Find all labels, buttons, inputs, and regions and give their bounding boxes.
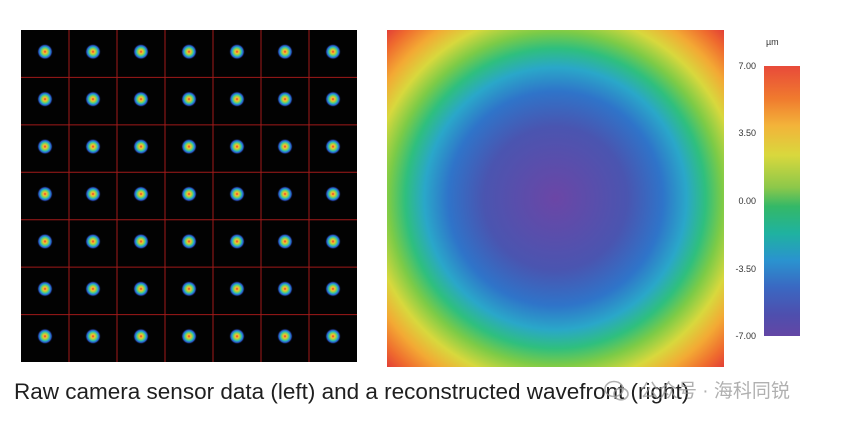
colorbar-gradient xyxy=(764,66,800,336)
sensor-spot xyxy=(325,328,341,345)
sensor-spot xyxy=(85,91,101,108)
sensor-spot xyxy=(277,328,293,345)
colorbar-tick-max: 7.00 xyxy=(738,61,756,71)
sensor-spot xyxy=(181,233,197,250)
sensor-spot xyxy=(181,43,197,60)
sensor-spot xyxy=(37,138,53,155)
sensor-spot xyxy=(133,186,149,202)
sensor-spot-grid-image xyxy=(21,30,357,362)
sensor-spot xyxy=(133,91,149,108)
colorbar-tick-zero: 0.00 xyxy=(738,196,756,206)
sensor-spot xyxy=(181,138,197,155)
sensor-spot xyxy=(325,138,341,155)
colorbar-tick-min: -7.00 xyxy=(735,331,756,341)
spot-grid-svg xyxy=(21,30,357,362)
sensor-spot xyxy=(325,186,341,202)
sensor-spot xyxy=(85,233,101,250)
sensor-spot xyxy=(277,91,293,108)
sensor-spot xyxy=(229,233,245,250)
colorbar-tick-upper: 3.50 xyxy=(738,128,756,138)
sensor-spot xyxy=(229,328,245,345)
sensor-spot xyxy=(37,186,53,202)
sensor-spot xyxy=(229,280,245,297)
sensor-spot xyxy=(181,91,197,108)
sensor-spot xyxy=(229,91,245,108)
sensor-spot xyxy=(277,280,293,297)
sensor-spot xyxy=(277,138,293,155)
sensor-spot xyxy=(181,280,197,297)
sensor-spot xyxy=(229,138,245,155)
figure-caption: Raw camera sensor data (left) and a reco… xyxy=(14,379,690,404)
sensor-spot xyxy=(37,328,53,345)
watermark-text: 公众号 · 海科同锐 xyxy=(640,381,790,402)
sensor-spot xyxy=(133,328,149,345)
sensor-spot xyxy=(85,280,101,297)
sensor-spot xyxy=(85,328,101,345)
sensor-spot xyxy=(133,233,149,250)
sensor-spot xyxy=(229,186,245,202)
colorbar-unit: µm xyxy=(766,37,779,47)
wavefront-map-svg xyxy=(387,30,724,367)
sensor-spot xyxy=(325,233,341,250)
sensor-spot xyxy=(85,138,101,155)
sensor-spot xyxy=(85,186,101,202)
sensor-spot xyxy=(133,280,149,297)
sensor-spot xyxy=(325,280,341,297)
sensor-spot xyxy=(37,91,53,108)
sensor-spot xyxy=(181,328,197,345)
wavefront-map-image xyxy=(387,30,724,367)
sensor-spot xyxy=(37,280,53,297)
sensor-spot xyxy=(181,186,197,202)
sensor-spot xyxy=(277,186,293,202)
sensor-spot xyxy=(85,43,101,60)
sensor-spot xyxy=(277,43,293,60)
sensor-spot xyxy=(229,43,245,60)
sensor-spot xyxy=(325,91,341,108)
sensor-spot xyxy=(133,138,149,155)
colorbar-tick-lower: -3.50 xyxy=(735,264,756,274)
wechat-icon xyxy=(604,380,629,401)
sensor-spot xyxy=(37,233,53,250)
sensor-spot xyxy=(37,43,53,60)
sensor-spot xyxy=(325,43,341,60)
sensor-spot xyxy=(277,233,293,250)
sensor-spot xyxy=(133,43,149,60)
